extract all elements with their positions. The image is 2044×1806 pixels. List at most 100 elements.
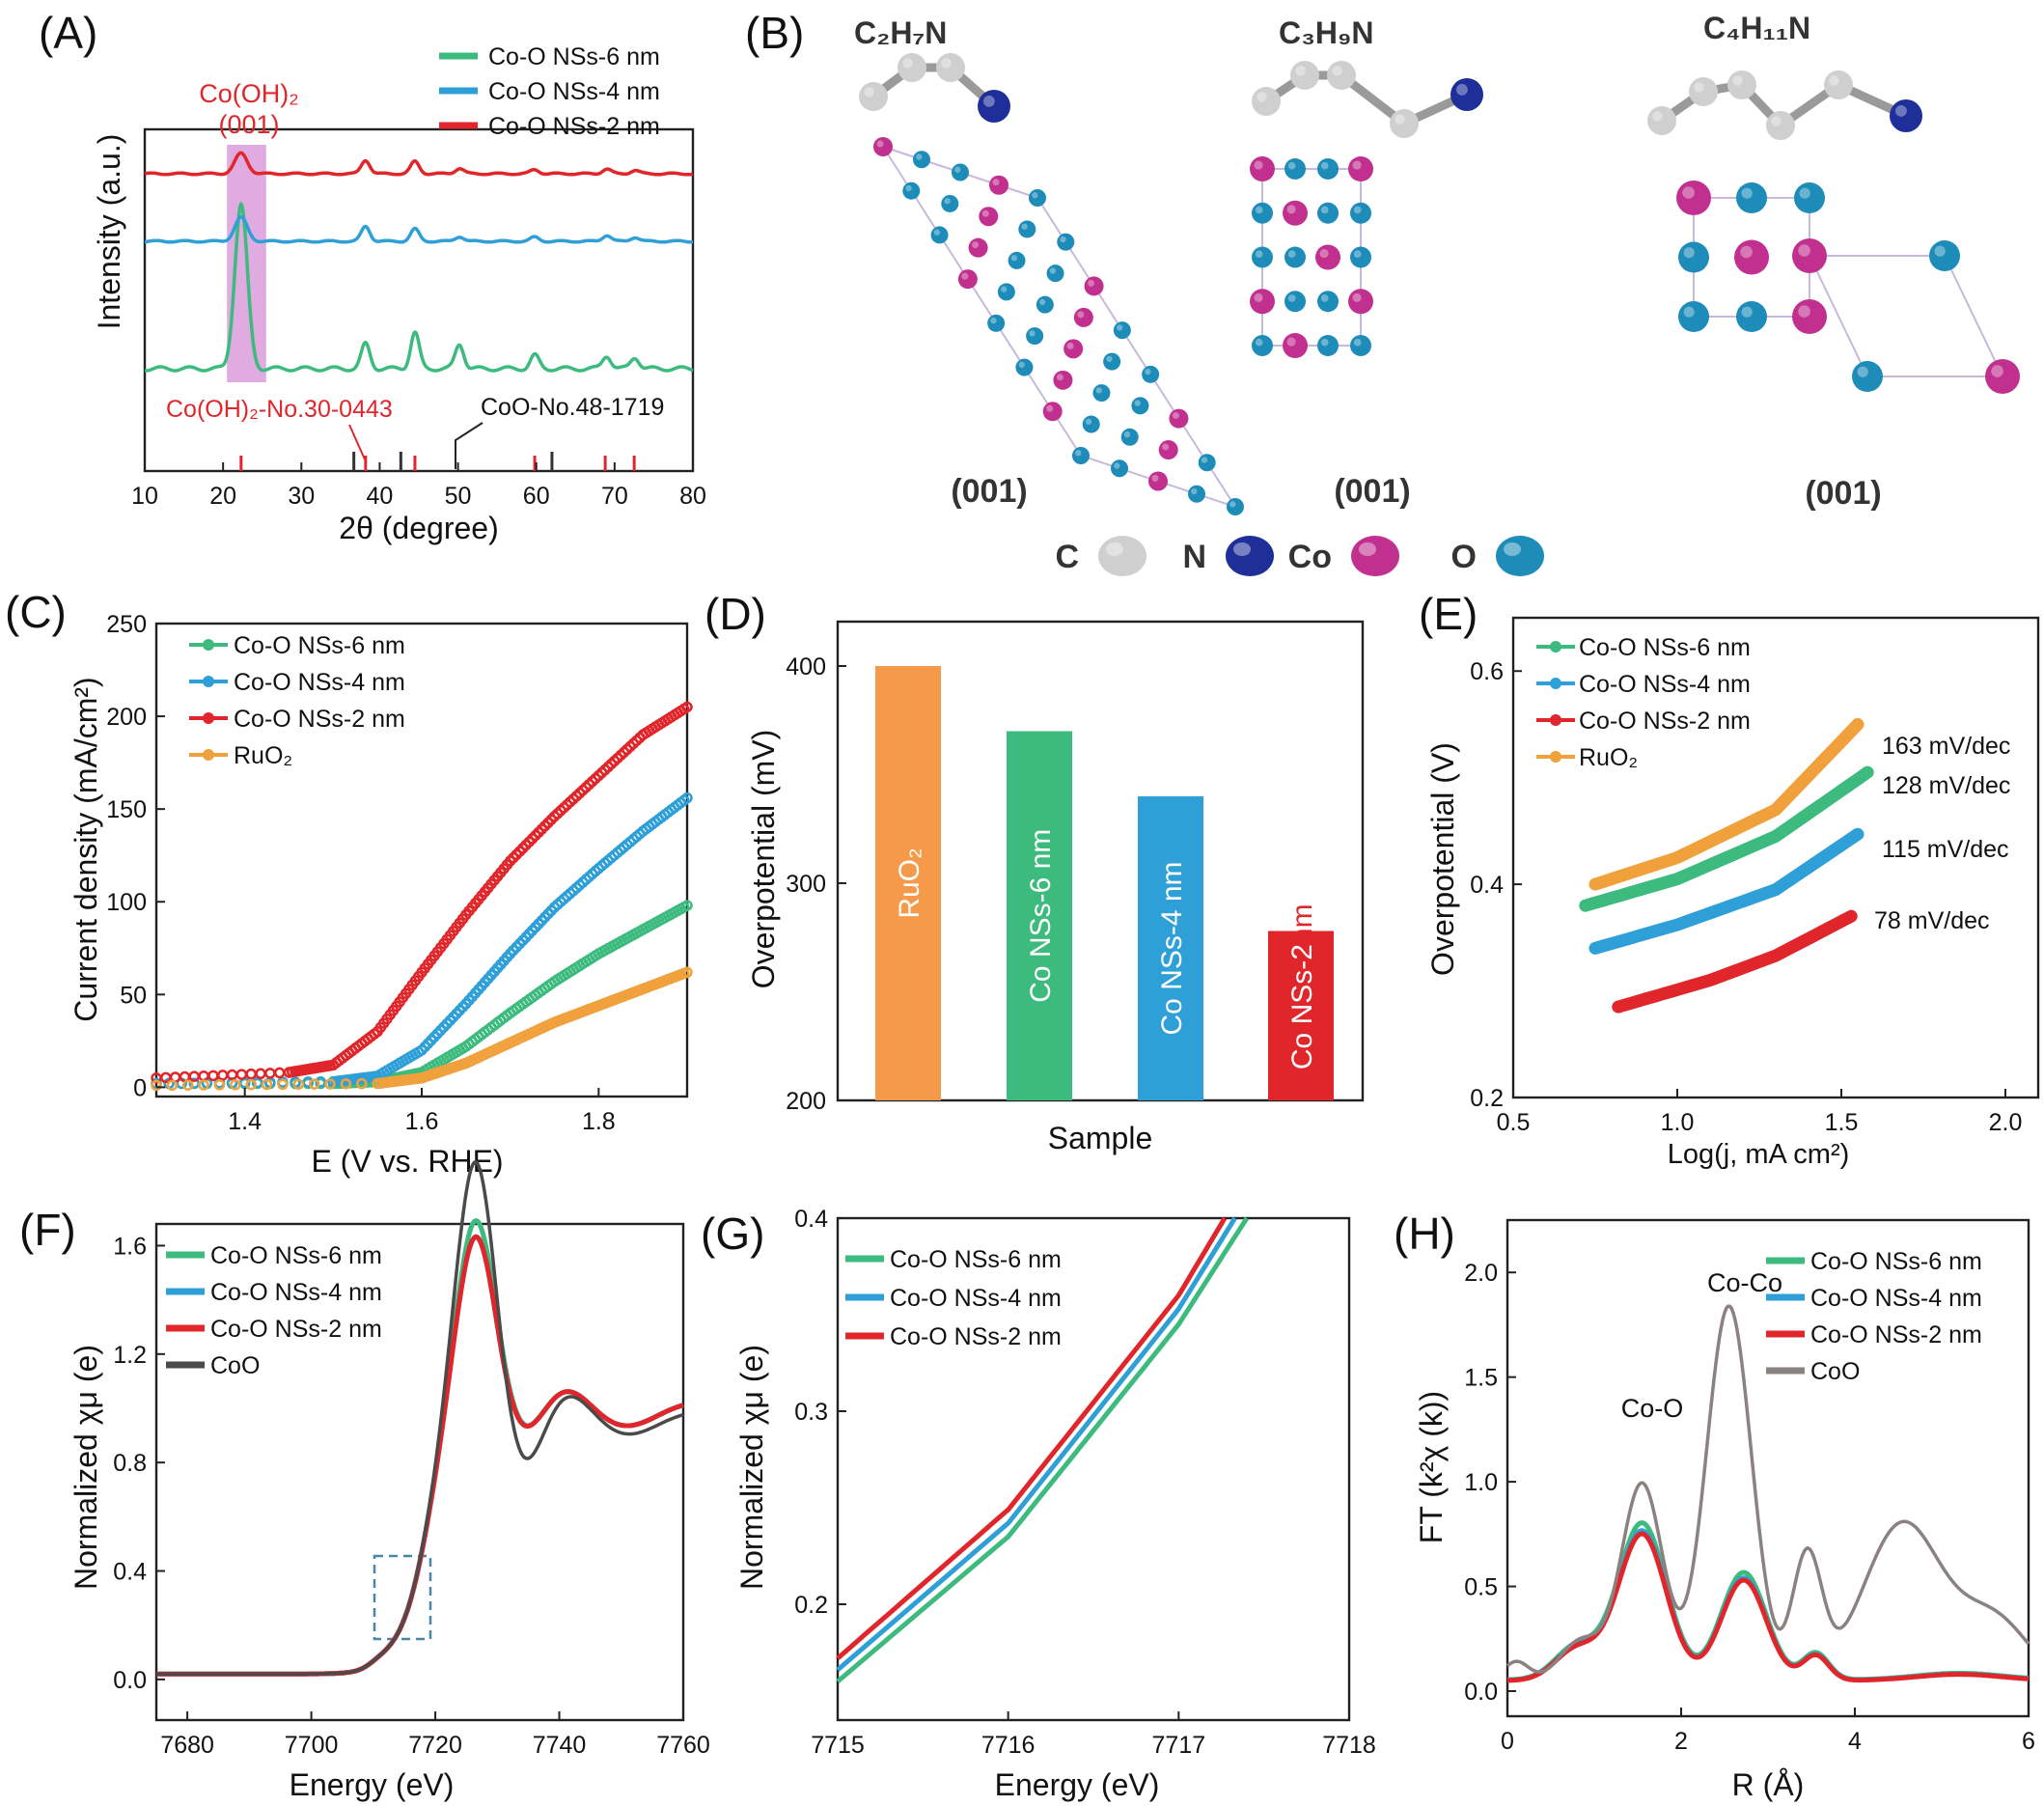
atom-highlight — [944, 198, 951, 205]
peak-label-coo: Co-O — [1621, 1394, 1684, 1423]
atom — [1029, 189, 1046, 207]
atom — [1317, 158, 1339, 180]
xanes-zoom-curves — [836, 1216, 1250, 1683]
panel-label-a: (A) — [39, 8, 97, 58]
bars-d: RuO₂ Co NSs-6 nm Co NSs-4 nm Co NSs-2nm — [875, 666, 1334, 1100]
g-xtick-label: 7716 — [981, 1732, 1036, 1759]
legend-label: Co-O NSs-6 nm — [488, 43, 660, 70]
xanes-zoom-curve — [836, 1216, 1250, 1683]
h-ytick-label: 2.0 — [1464, 1260, 1498, 1287]
y-axis-label-c: Current density (mA/cm²) — [69, 677, 103, 1021]
atom-highlight — [1991, 365, 2003, 377]
atom-legend-shine — [1233, 542, 1251, 556]
atom — [1042, 402, 1063, 422]
atom — [968, 237, 988, 258]
atom-highlight — [1201, 457, 1208, 463]
e-xtick-label: 1.0 — [1661, 1109, 1695, 1136]
atom-highlight — [1046, 404, 1054, 412]
data-point — [340, 1078, 352, 1090]
legend-label: Co-O NSs-2 nm — [210, 1316, 382, 1343]
atom — [1890, 99, 1922, 132]
panel-e: (E) 0.5 1.0 1.5 2.0 0.2 0.4 0.6 Log(j, mA cm²)… — [1419, 589, 2040, 1170]
unit-cell — [1808, 255, 2004, 377]
bar-label-suffix: nm — [1286, 903, 1318, 944]
atom-highlight — [1134, 400, 1141, 406]
peak-label-a: Co(OH)₂ — [199, 79, 298, 108]
atom — [1103, 352, 1121, 371]
atom-highlight — [1191, 487, 1198, 495]
panel-label-b: (B) — [745, 8, 804, 58]
atom-highlight — [1075, 450, 1082, 457]
a-xtick-label: 60 — [523, 483, 550, 510]
atom-highlight — [1771, 116, 1782, 126]
atom-highlight — [981, 209, 989, 217]
atom — [1252, 335, 1273, 356]
tafel-line — [1579, 765, 1874, 912]
atom-highlight — [1683, 247, 1695, 259]
atom-highlight — [1320, 294, 1329, 302]
atom-highlight — [1286, 337, 1296, 347]
atom — [952, 163, 969, 181]
legend-label: Co-O NSs-4 nm — [1810, 1285, 1982, 1312]
y-axis-label-g: Normalized χμ (e) — [734, 1345, 769, 1590]
atom-highlight — [1172, 412, 1179, 420]
atom — [1450, 78, 1483, 111]
atom-highlight — [1029, 330, 1036, 337]
atom-highlight — [1682, 186, 1695, 199]
atom-legend-swatch — [1098, 536, 1146, 576]
atom-legend: C N Co O — [1055, 536, 1544, 576]
atom-highlight — [876, 140, 884, 148]
data-point — [255, 1068, 266, 1080]
atom — [1929, 240, 1960, 271]
ticks-e: 0.5 1.0 1.5 2.0 0.2 0.4 0.6 — [1470, 658, 2022, 1136]
a-xtick-label: 70 — [601, 483, 628, 510]
atom-legend-shine — [1359, 542, 1376, 556]
atom — [1082, 415, 1100, 433]
atom-highlight — [1151, 475, 1159, 482]
atom — [1073, 307, 1093, 327]
atom-highlight — [1287, 250, 1296, 259]
atom — [989, 175, 1008, 195]
atom — [1348, 156, 1373, 181]
data-point — [277, 1078, 289, 1091]
data-point — [245, 1068, 257, 1080]
atom-highlight — [1740, 245, 1753, 259]
bar-label: RuO₂ — [894, 847, 925, 918]
panel-g: (G) 7715 7716 7717 7718 0.2 0.3 0.4 Energy (eV… — [701, 1206, 1376, 1802]
y-axis-label-e: Overpotential (V) — [1425, 742, 1460, 976]
panel-label-e: (E) — [1419, 589, 1478, 639]
atom — [1824, 70, 1853, 99]
bar-label: Co NSs-4 nm — [1156, 861, 1188, 1035]
atom — [1015, 358, 1034, 376]
atom — [979, 207, 999, 227]
atom — [1317, 202, 1339, 224]
atom-highlight — [1295, 66, 1306, 76]
atom — [1794, 182, 1825, 213]
legend-a: Co-O NSs-6 nm Co-O NSs-4 nm Co-O NSs-2 nm — [439, 43, 660, 140]
atom — [1057, 233, 1075, 251]
h-xtick-label: 6 — [2022, 1728, 2035, 1755]
atom — [873, 137, 893, 156]
legend-h: Co-O NSs-6 nm Co-O NSs-4 nm Co-O NSs-2 nm C… — [1766, 1248, 1982, 1385]
data-point — [324, 1078, 336, 1090]
e-ytick-label: 0.6 — [1470, 658, 1504, 685]
atom — [1063, 339, 1084, 359]
g-ytick-label: 0.2 — [794, 1592, 828, 1619]
ticks-f: 7680 7700 7720 7740 7760 0.0 0.4 0.8 1.2 1.6 — [113, 1233, 710, 1759]
h-xtick-label: 0 — [1501, 1728, 1514, 1755]
g-ytick-label: 0.3 — [794, 1399, 828, 1426]
atom — [1036, 295, 1054, 314]
legend-marker — [203, 712, 214, 724]
atom — [1792, 299, 1827, 334]
atom — [859, 82, 888, 111]
data-point — [166, 1079, 179, 1092]
legend-e: Co-O NSs-6 nm Co-O NSs-4 nm Co-O NSs-2 nm R… — [1536, 634, 1751, 771]
c-ytick-label: 150 — [106, 796, 147, 823]
legend-label: Co-O NSs-6 nm — [1579, 634, 1751, 661]
atom-highlight — [1934, 245, 1946, 257]
atom — [1348, 289, 1373, 315]
atom — [1350, 335, 1371, 356]
atom-highlight — [1117, 324, 1123, 331]
data-point — [213, 1079, 226, 1091]
atom — [1008, 251, 1026, 269]
